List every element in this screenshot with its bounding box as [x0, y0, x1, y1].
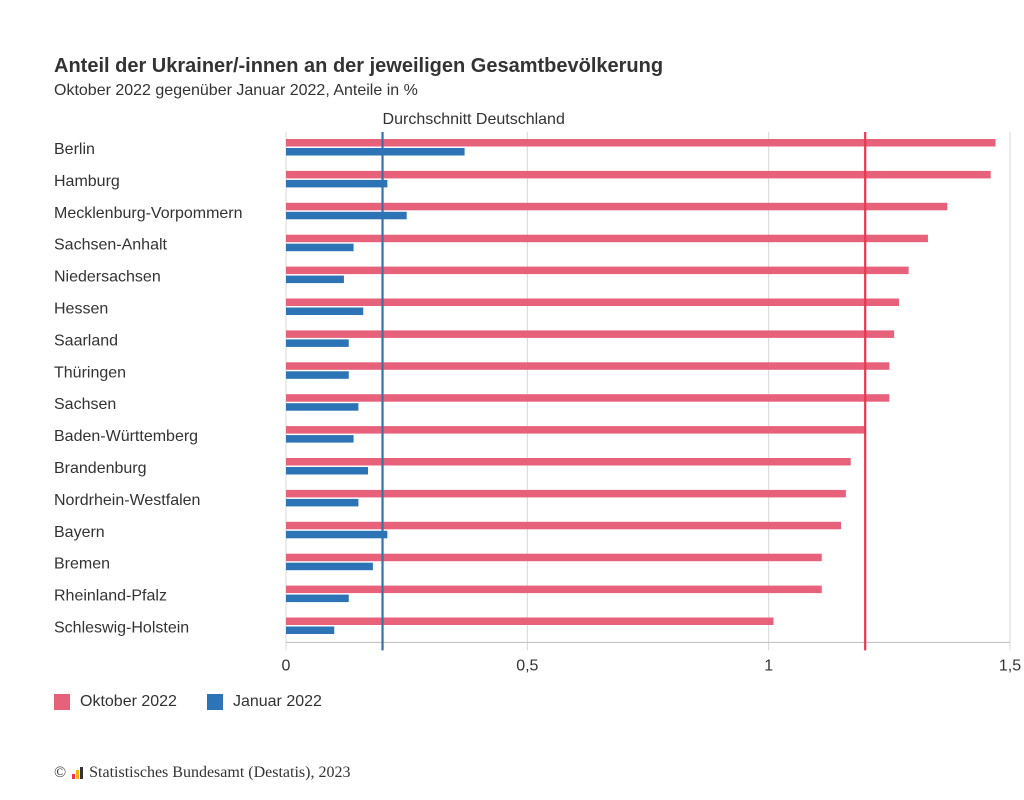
category-label-5: Hessen: [54, 301, 108, 318]
category-label-15: Schleswig-Holstein: [54, 620, 189, 637]
bar-oktober-2022-8[interactable]: [286, 394, 890, 402]
x-tick-label-1: 0,5: [516, 657, 538, 674]
legend-label-oktober-2022: Oktober 2022: [80, 693, 177, 710]
category-label-6: Saarland: [54, 332, 118, 349]
x-tick-label-0: 0: [282, 657, 291, 674]
bar-oktober-2022-11[interactable]: [286, 489, 846, 498]
category-label-13: Bremen: [54, 556, 110, 573]
bar-januar-2022-3[interactable]: [286, 243, 354, 252]
legend-swatch-oktober-2022: [54, 694, 70, 710]
bar-januar-2022-13[interactable]: [286, 562, 373, 571]
bar-januar-2022-8[interactable]: [286, 403, 359, 411]
bar-januar-2022-11[interactable]: [286, 498, 359, 507]
bar-januar-2022-0[interactable]: [286, 148, 465, 156]
bar-oktober-2022-0[interactable]: [286, 139, 996, 147]
bar-oktober-2022-12[interactable]: [286, 521, 842, 530]
legend-label-januar-2022: Januar 2022: [232, 693, 322, 710]
bar-januar-2022-6[interactable]: [286, 339, 349, 347]
category-label-8: Sachsen: [54, 396, 116, 413]
category-label-0: Berlin: [54, 141, 95, 158]
category-label-7: Thüringen: [54, 364, 126, 381]
bar-oktober-2022-3[interactable]: [286, 234, 928, 243]
category-label-9: Baden-Württemberg: [54, 428, 198, 445]
legend: Oktober 2022 Januar 2022: [54, 693, 322, 711]
x-tick-label-2: 1: [764, 657, 773, 674]
legend-swatch-januar-2022: [206, 694, 223, 710]
bar-oktober-2022-9[interactable]: [286, 426, 866, 434]
category-label-2: Mecklenburg-Vorpommern: [54, 205, 243, 222]
bar-januar-2022-12[interactable]: [286, 530, 388, 539]
category-label-4: Niedersachsen: [54, 269, 161, 286]
category-label-1: Hamburg: [54, 173, 120, 190]
copyright-symbol: ©: [54, 764, 67, 781]
bar-januar-2022-1[interactable]: [286, 179, 388, 188]
bar-chart: 0 0,5 1 1,5 Berlin Hamburg Mecklenburg-Vorpomm…: [54, 111, 1021, 674]
bar-oktober-2022-10[interactable]: [286, 458, 851, 466]
bar-oktober-2022-15[interactable]: [286, 617, 774, 626]
bar-januar-2022-2[interactable]: [286, 211, 407, 220]
source-footer: © Statistisches Bundesamt (Destatis), 20…: [54, 764, 350, 782]
bar-oktober-2022-5[interactable]: [286, 298, 899, 307]
bar-oktober-2022-4[interactable]: [286, 266, 909, 275]
category-label-3: Sachsen-Anhalt: [54, 237, 168, 254]
chart-title: Anteil der Ukrainer/-innen an der jeweil…: [54, 55, 664, 77]
bar-oktober-2022-13[interactable]: [286, 553, 822, 562]
bar-januar-2022-7[interactable]: [286, 371, 349, 379]
reference-label-0: Durchschnitt Deutschland: [383, 111, 565, 128]
category-label-11: Nordrhein-Westfalen: [54, 492, 200, 509]
chart-subtitle: Oktober 2022 gegenüber Januar 2022, Ante…: [54, 82, 418, 99]
bar-januar-2022-9[interactable]: [286, 435, 354, 443]
bar-januar-2022-14[interactable]: [286, 594, 349, 603]
bar-januar-2022-5[interactable]: [286, 307, 364, 316]
bar-januar-2022-4[interactable]: [286, 275, 344, 284]
x-tick-label-3: 1,5: [999, 657, 1021, 674]
legend-item-oktober-2022[interactable]: Oktober 2022: [54, 693, 177, 711]
source-text: Statistisches Bundesamt (Destatis), 2023: [89, 764, 351, 781]
bar-oktober-2022-1[interactable]: [286, 170, 991, 179]
bar-oktober-2022-7[interactable]: [286, 362, 890, 370]
bar-januar-2022-10[interactable]: [286, 467, 369, 475]
bar-oktober-2022-2[interactable]: [286, 202, 948, 211]
bar-oktober-2022-14[interactable]: [286, 585, 822, 594]
category-label-14: Rheinland-Pfalz: [54, 588, 167, 605]
bar-januar-2022-15[interactable]: [286, 626, 335, 635]
category-label-12: Bayern: [54, 524, 105, 541]
destatis-logo-icon: [72, 767, 84, 779]
legend-item-januar-2022[interactable]: Januar 2022: [206, 693, 322, 711]
category-label-10: Brandenburg: [54, 460, 147, 477]
bar-oktober-2022-6[interactable]: [286, 330, 895, 338]
